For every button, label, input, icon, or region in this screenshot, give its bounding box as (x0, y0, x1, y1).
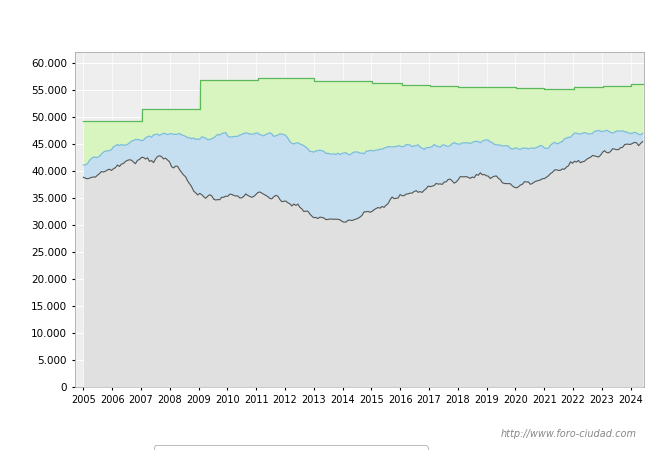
Legend: Ocupados, Parados, Hab. entre 16-64: Ocupados, Parados, Hab. entre 16-64 (154, 446, 428, 450)
Text: Guadalajara - Evolucion de la poblacion en edad de Trabajar Mayo de 2024: Guadalajara - Evolucion de la poblacion … (75, 17, 575, 30)
Text: http://www.foro-ciudad.com: http://www.foro-ciudad.com (501, 429, 637, 439)
